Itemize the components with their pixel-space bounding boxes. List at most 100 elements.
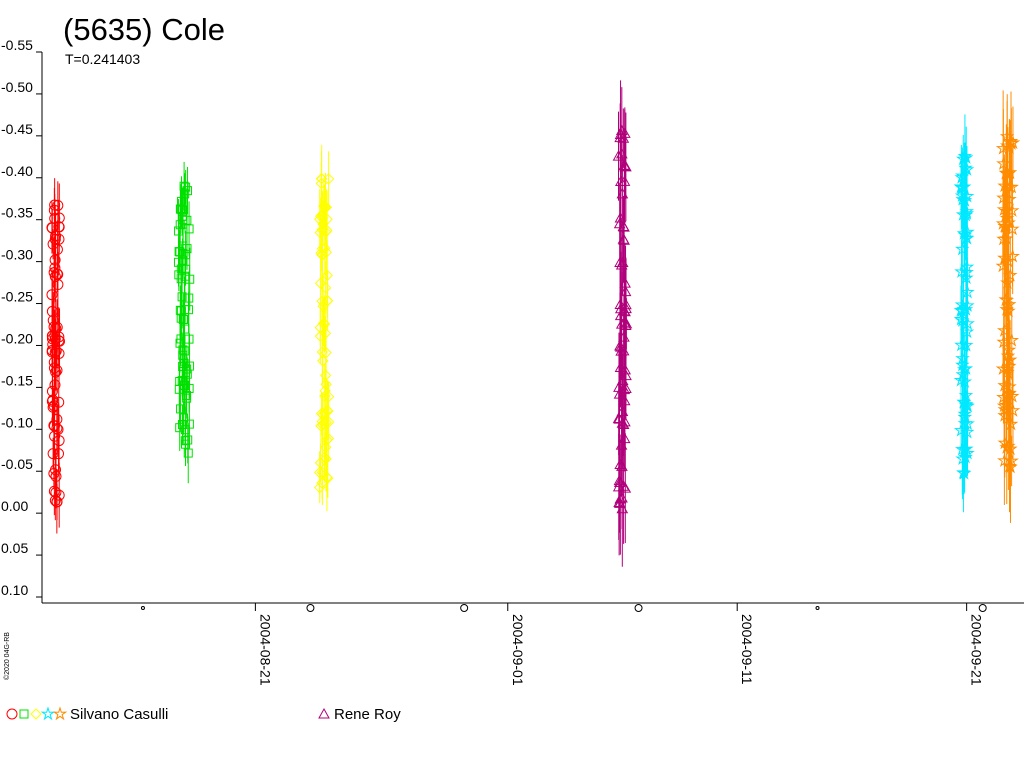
data-point [52,279,64,291]
data-point [619,482,632,493]
data-point [51,364,63,376]
data-point [1002,179,1017,194]
legend-label: Silvano Casulli [70,706,168,723]
data-point [613,217,626,229]
data-point [954,188,970,203]
data-point [46,330,58,342]
data-point [49,262,61,274]
data-point [53,435,65,447]
data-point [618,432,631,444]
data-point [179,413,189,423]
data-point [315,420,327,432]
data-point [958,301,974,316]
data-point [48,467,60,479]
data-point [49,213,61,225]
data-point [620,369,632,381]
y-tick-label: -0.15 [1,372,33,388]
data-point [182,369,192,379]
data-point [315,247,327,259]
moon-phase-marker [815,606,820,610]
legend: Silvano Casulli Rene Roy [6,706,401,723]
data-point [614,493,627,504]
data-point [180,436,190,446]
data-point [958,449,973,464]
data-point [316,295,328,307]
data-point [175,247,185,257]
data-point [999,165,1014,180]
data-point [999,292,1015,307]
data-point [618,383,631,395]
data-point [183,186,193,196]
data-point [52,199,64,211]
data-point [1003,267,1018,282]
y-tick-label: -0.30 [1,247,33,263]
data-point [957,406,972,421]
legend-label: Rene Roy [334,706,401,723]
data-point [618,221,630,232]
legend-entry: Rene Roy [318,706,401,723]
y-tick-label: -0.40 [1,163,33,179]
data-point [998,203,1014,218]
data-point [322,405,334,417]
data-point [174,257,184,267]
data-point [319,369,332,382]
data-point [53,331,65,343]
data-point [317,408,329,421]
data-point [617,418,630,429]
data-series [313,144,335,512]
data-point [999,439,1014,454]
data-point [46,289,58,301]
data-point [47,314,59,326]
data-point [612,150,625,161]
data-point [40,706,56,721]
y-tick-label: 0.05 [1,540,28,556]
y-tick-label: -0.55 [1,37,33,53]
data-point [319,327,332,339]
moon-phase-markers [140,604,987,612]
data-point [6,708,18,720]
data-point [179,314,189,324]
data-point [958,150,974,165]
data-point [319,451,331,464]
data-point [1002,358,1017,373]
data-point [181,250,191,260]
data-point [177,211,187,221]
y-tick-label: 0.00 [1,498,28,514]
x-tick-label: 2004-09-01 [510,614,526,686]
data-point [316,415,328,428]
y-tick-label: -0.05 [1,456,33,472]
data-point [53,489,65,501]
data-point [322,390,335,403]
data-point [52,423,64,435]
data-point [614,339,626,351]
data-point [613,381,625,392]
credit-text: ©2020 04G-RB [3,632,11,680]
data-point [48,266,60,278]
data-point [177,376,187,386]
data-point [314,210,327,222]
data-point [321,434,333,446]
data-point [50,345,62,357]
data-point [1000,166,1016,181]
data-point [959,264,974,279]
data-point [999,361,1015,376]
data-point [314,226,326,239]
data-point [51,496,63,508]
data-point [316,173,328,185]
data-series [174,161,195,484]
data-point [999,128,1015,143]
x-tick-label: 2004-08-21 [257,614,273,686]
data-point [960,398,975,413]
y-tick-label: -0.10 [1,414,33,430]
data-point [316,477,328,489]
data-point [177,419,187,429]
data-point [47,401,59,413]
data-point [998,219,1013,234]
data-point [320,201,333,214]
data-point [52,706,68,721]
data-point [997,250,1012,265]
data-point [54,335,66,347]
data-point [50,230,62,242]
y-tick-label: -0.50 [1,79,33,95]
y-tick-label: 0.10 [1,582,28,598]
